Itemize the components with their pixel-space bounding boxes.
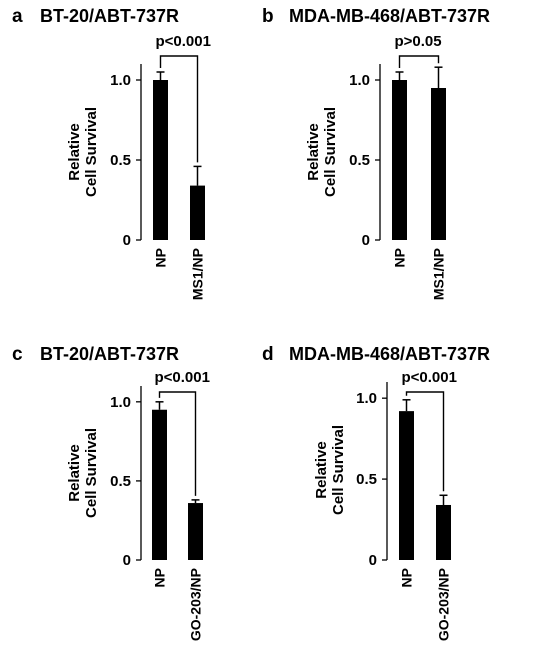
bar-2 — [431, 88, 446, 240]
y-tick-label: 1.0 — [110, 394, 131, 411]
chart-panel-d: d MDA-MB-468/ABT-737R 0 0.5 1.0 RelativeCell … — [262, 344, 490, 641]
significance-label: p<0.001 — [402, 369, 457, 386]
significance-label: p>0.05 — [395, 33, 442, 50]
y-tick-label: 1.0 — [349, 72, 370, 89]
y-tick-label: 0 — [123, 232, 131, 249]
category-label: MS1/NP — [190, 248, 206, 300]
panel-letter: d — [262, 344, 274, 365]
y-tick-label: 0.5 — [349, 152, 370, 169]
significance-bracket — [405, 391, 445, 492]
panel-title: BT-20/ABT-737R — [40, 6, 179, 26]
panel-letter: a — [12, 6, 23, 27]
chart-panel-c: c BT-20/ABT-737R 0 0.5 1.0 RelativeCell Survi… — [12, 344, 210, 641]
bar-1 — [152, 409, 167, 560]
y-tick-label: 1.0 — [110, 72, 131, 89]
bar-2 — [190, 185, 205, 240]
y-axis-label-line: Relative — [305, 123, 322, 181]
significance-label: p<0.001 — [155, 369, 210, 386]
y-axis-label-line: Relative — [66, 444, 83, 502]
significance-bracket — [158, 391, 197, 496]
y-axis-label-line: Cell Survival — [330, 425, 347, 515]
y-tick-label: 0 — [123, 552, 131, 569]
bar-1 — [399, 411, 414, 560]
panel-letter: c — [12, 344, 23, 365]
significance-label: p<0.001 — [156, 33, 211, 50]
bar-2 — [188, 503, 203, 560]
y-tick-label: 1.0 — [356, 390, 377, 407]
y-axis-label: RelativeCell Survival — [66, 428, 100, 518]
panel-title: MDA-MB-468/ABT-737R — [289, 344, 490, 364]
panel-letter: b — [262, 6, 274, 27]
category-label: NP — [392, 248, 408, 267]
y-axis-label-line: Cell Survival — [322, 107, 339, 197]
significance-bracket — [398, 55, 440, 68]
y-axis-label-line: Cell Survival — [83, 428, 100, 518]
category-label: MS1/NP — [431, 248, 447, 300]
category-label: NP — [399, 568, 415, 587]
y-tick-label: 0.5 — [110, 473, 131, 490]
y-axis-label: RelativeCell Survival — [305, 107, 339, 197]
y-axis-label-line: Relative — [313, 441, 330, 499]
y-axis-label-line: Relative — [66, 123, 83, 181]
category-label: GO-203/NP — [436, 568, 452, 641]
chart-panel-b: b MDA-MB-468/ABT-737R 0 0.5 1.0 RelativeCell … — [262, 6, 490, 300]
panel-title: BT-20/ABT-737R — [40, 344, 179, 364]
y-tick-label: 0 — [369, 552, 377, 569]
y-axis-label: RelativeCell Survival — [313, 425, 347, 515]
y-tick-label: 0.5 — [110, 152, 131, 169]
y-axis-label-line: Cell Survival — [83, 107, 100, 197]
y-axis-label: RelativeCell Survival — [66, 107, 100, 197]
significance-bracket — [159, 55, 199, 163]
panel-title: MDA-MB-468/ABT-737R — [289, 6, 490, 26]
category-label: NP — [152, 568, 168, 587]
y-tick-label: 0 — [362, 232, 370, 249]
bar-1 — [153, 80, 168, 240]
y-tick-label: 0.5 — [356, 471, 377, 488]
category-label: NP — [153, 248, 169, 267]
category-label: GO-203/NP — [188, 568, 204, 641]
bar-2 — [436, 504, 451, 560]
bar-1 — [392, 80, 407, 240]
chart-panel-a: a BT-20/ABT-737R 0 0.5 1.0 RelativeCell Survi… — [12, 6, 211, 300]
